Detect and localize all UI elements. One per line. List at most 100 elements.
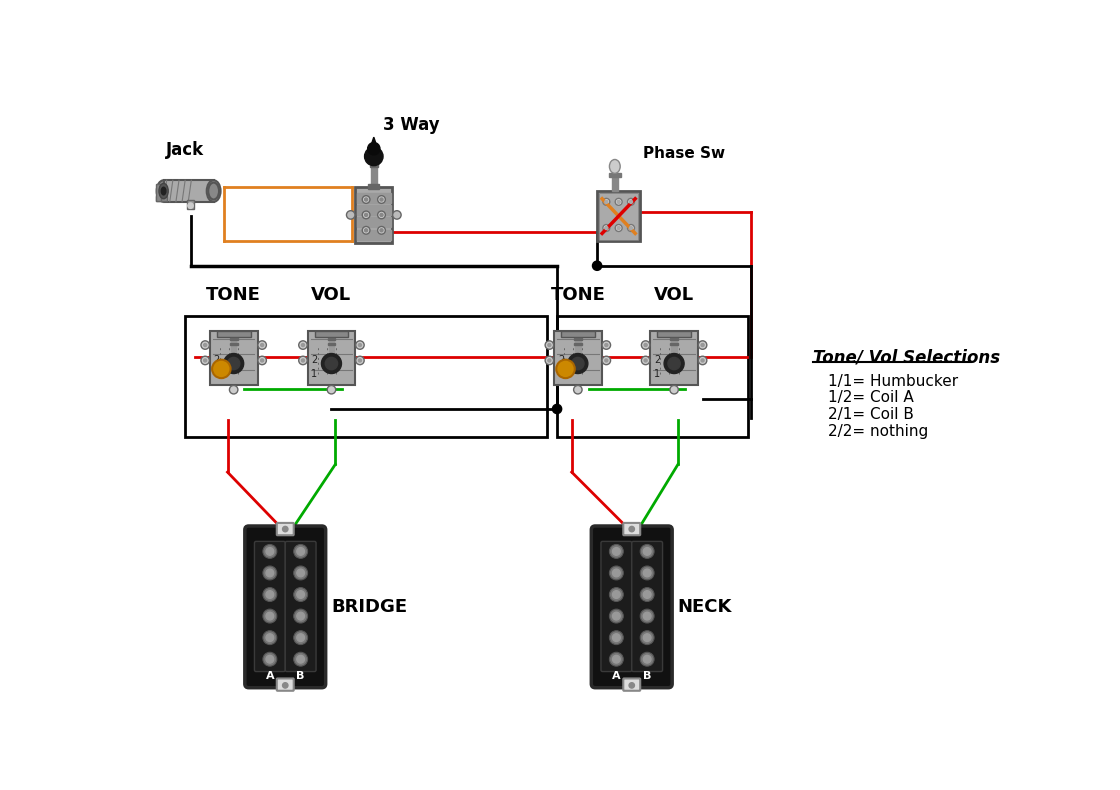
Circle shape: [267, 656, 273, 663]
Circle shape: [613, 612, 620, 620]
FancyBboxPatch shape: [254, 541, 286, 672]
Bar: [357, 230, 391, 239]
Bar: [315, 331, 348, 337]
Circle shape: [573, 386, 582, 394]
Circle shape: [603, 198, 609, 205]
Bar: [156, 184, 160, 201]
Bar: [156, 197, 167, 201]
Circle shape: [643, 634, 651, 641]
Bar: [231, 337, 236, 362]
Circle shape: [204, 344, 207, 347]
Circle shape: [380, 198, 383, 201]
Text: A: A: [612, 672, 620, 681]
Ellipse shape: [157, 180, 170, 201]
Circle shape: [641, 630, 654, 645]
Circle shape: [571, 357, 584, 370]
Circle shape: [267, 591, 273, 598]
Circle shape: [613, 656, 620, 663]
Circle shape: [643, 656, 651, 663]
Circle shape: [613, 569, 620, 577]
Bar: [164, 180, 214, 201]
Circle shape: [258, 356, 267, 365]
Circle shape: [362, 227, 370, 234]
Text: B: B: [297, 672, 305, 681]
Circle shape: [615, 198, 622, 205]
Text: 1: 1: [311, 369, 318, 378]
Circle shape: [297, 547, 305, 555]
Text: 2/2= nothing: 2/2= nothing: [828, 424, 928, 439]
Circle shape: [356, 340, 364, 349]
Circle shape: [263, 544, 277, 559]
Circle shape: [377, 211, 385, 219]
Bar: [371, 164, 376, 187]
Circle shape: [200, 340, 209, 349]
Circle shape: [293, 588, 308, 601]
Bar: [573, 338, 581, 340]
Ellipse shape: [161, 187, 166, 195]
Circle shape: [321, 353, 342, 374]
Circle shape: [603, 356, 610, 365]
Bar: [612, 174, 618, 191]
Circle shape: [664, 353, 684, 374]
Circle shape: [380, 229, 383, 231]
Circle shape: [613, 591, 620, 598]
Circle shape: [548, 344, 551, 347]
Bar: [599, 193, 638, 239]
Circle shape: [263, 609, 277, 623]
Circle shape: [642, 340, 650, 349]
Circle shape: [293, 544, 308, 559]
FancyBboxPatch shape: [632, 541, 663, 672]
Circle shape: [557, 359, 575, 378]
Circle shape: [293, 653, 308, 666]
Bar: [357, 193, 391, 202]
Circle shape: [609, 566, 623, 580]
Bar: [576, 337, 580, 362]
Bar: [357, 205, 391, 215]
Circle shape: [643, 547, 651, 555]
Circle shape: [627, 198, 634, 205]
Circle shape: [603, 224, 609, 231]
Circle shape: [377, 196, 385, 203]
Text: TONE: TONE: [206, 286, 261, 304]
Circle shape: [393, 211, 401, 219]
Circle shape: [282, 683, 288, 688]
Circle shape: [552, 404, 561, 414]
FancyBboxPatch shape: [591, 526, 672, 688]
Circle shape: [643, 612, 651, 620]
FancyBboxPatch shape: [286, 541, 316, 672]
Circle shape: [263, 630, 277, 645]
Circle shape: [641, 653, 654, 666]
Circle shape: [668, 357, 680, 370]
Text: Tone/ Vol Selections: Tone/ Vol Selections: [813, 349, 1000, 367]
Bar: [328, 338, 335, 340]
Circle shape: [629, 526, 634, 532]
Circle shape: [267, 634, 273, 641]
Text: 1: 1: [654, 369, 660, 378]
Text: 2: 2: [558, 356, 564, 366]
Circle shape: [258, 340, 267, 349]
Bar: [608, 172, 620, 177]
Text: NECK: NECK: [678, 598, 732, 616]
Bar: [651, 331, 698, 385]
Bar: [230, 338, 237, 340]
Circle shape: [230, 386, 237, 394]
Bar: [671, 337, 676, 362]
Circle shape: [545, 356, 553, 365]
Circle shape: [282, 526, 288, 532]
Circle shape: [367, 142, 380, 155]
Circle shape: [362, 211, 370, 219]
FancyBboxPatch shape: [601, 541, 632, 672]
Circle shape: [301, 344, 305, 347]
Ellipse shape: [609, 160, 620, 173]
Bar: [209, 331, 258, 385]
Circle shape: [297, 612, 305, 620]
Text: 2: 2: [654, 356, 661, 366]
Circle shape: [224, 353, 244, 374]
Bar: [573, 343, 581, 345]
Text: BRIDGE: BRIDGE: [332, 598, 408, 616]
Bar: [185, 316, 547, 438]
Circle shape: [641, 588, 654, 601]
Circle shape: [701, 359, 704, 362]
Circle shape: [377, 227, 385, 234]
Ellipse shape: [207, 180, 221, 201]
